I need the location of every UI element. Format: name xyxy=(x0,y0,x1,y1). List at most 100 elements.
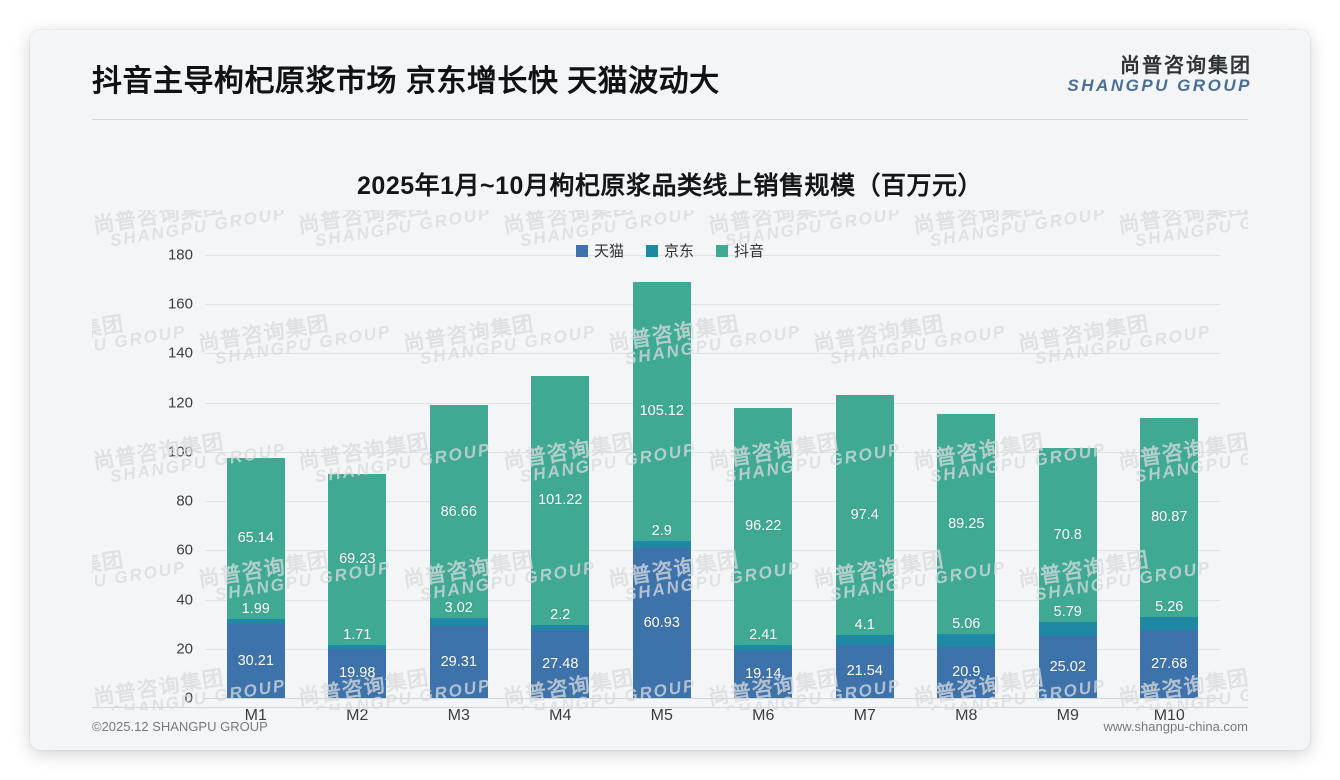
bar-segment-京东-M10[interactable]: 5.26 xyxy=(1140,600,1199,630)
bar-segment-天猫-M6[interactable]: 19.14 xyxy=(734,650,793,698)
bar-segment-天猫-M1[interactable]: 30.21 xyxy=(226,623,285,698)
y-axis-tick-label: 20 xyxy=(176,640,193,658)
bar-value-label: 96.22 xyxy=(745,518,782,535)
footer-website: www.shangpu-china.com xyxy=(1103,719,1248,734)
legend-swatch-icon xyxy=(645,244,658,257)
bar-segment-京东-M2[interactable]: 1.71 xyxy=(328,628,387,649)
bar-stack-M4[interactable]: 101.22 2.2 27.48 xyxy=(531,375,590,698)
bar-segment-京东-M6[interactable]: 2.41 xyxy=(734,628,793,651)
legend-label: 京东 xyxy=(663,243,694,260)
chart-plot-area: 0 20 40 60 80 100 120 140 160 180 65.14 1.99 30.21 M1… xyxy=(168,247,1220,724)
bar-segment-抖音-M6[interactable]: 96.22 xyxy=(734,408,793,645)
gridline xyxy=(205,599,1220,601)
watermark-chinese-text: 尚普咨询集团 xyxy=(911,210,1046,238)
legend-swatch-icon xyxy=(716,244,728,257)
legend-item-京东[interactable]: 京东 xyxy=(645,240,694,261)
watermark-chinese-text: 尚普咨询集团 xyxy=(92,210,226,238)
bar-value-label: 2.2 xyxy=(550,606,571,623)
legend-item-抖音[interactable]: 抖音 xyxy=(716,240,764,261)
bar-value-label: 70.8 xyxy=(1053,526,1082,543)
bar-stack-M2[interactable]: 69.23 1.71 19.98 xyxy=(328,474,387,698)
x-axis-tick-label: M10 xyxy=(1153,707,1185,724)
bar-segment-抖音-M10[interactable]: 80.87 xyxy=(1140,417,1199,617)
bar-segment-京东-M8[interactable]: 5.06 xyxy=(937,617,996,647)
header-divider xyxy=(92,119,1248,120)
bar-segment-抖音-M5[interactable]: 105.12 xyxy=(632,282,691,541)
bar-value-label: 97.4 xyxy=(850,506,879,523)
bar-segment-抖音-M8[interactable]: 89.25 xyxy=(937,414,996,635)
bar-segment-京东-M7[interactable]: 4.1 xyxy=(835,618,894,645)
bar-segment-天猫-M5[interactable]: 60.93 xyxy=(632,548,691,698)
bar-segment-抖音-M1[interactable]: 65.14 xyxy=(226,458,285,619)
bar-segment-天猫-M9[interactable]: 25.02 xyxy=(1038,636,1097,698)
bar-segment-京东-M5[interactable]: 2.9 xyxy=(632,524,691,549)
x-axis-tick-label: M7 xyxy=(853,707,876,724)
bar-stack-M6[interactable]: 96.22 2.41 19.14 xyxy=(734,408,793,698)
bar-stack-M5[interactable]: 105.12 2.9 60.93 xyxy=(632,282,691,698)
bar-segment-抖音-M7[interactable]: 97.4 xyxy=(835,395,894,635)
bar-stack-M10[interactable]: 80.87 5.26 27.68 xyxy=(1140,417,1199,698)
bar-segment-天猫-M7[interactable]: 21.54 xyxy=(835,645,894,698)
y-axis-tick-label: 180 xyxy=(167,246,193,264)
bar-value-label: 80.87 xyxy=(1151,509,1188,526)
bar-segment-天猫-M3[interactable]: 29.31 xyxy=(429,625,488,698)
gridline xyxy=(205,304,1220,306)
bar-stack-M1[interactable]: 65.14 1.99 30.21 xyxy=(226,458,285,698)
gridline xyxy=(205,451,1220,453)
bar-segment-天猫-M2[interactable]: 19.98 xyxy=(328,648,387,698)
x-axis-tick-label: M2 xyxy=(346,707,369,724)
bar-segment-抖音-M3[interactable]: 86.66 xyxy=(429,405,488,619)
legend-item-天猫[interactable]: 天猫 xyxy=(575,240,624,261)
bar-value-label: 19.14 xyxy=(745,666,782,683)
x-axis-tick-label: M5 xyxy=(650,707,673,724)
slide-header: 抖音主导枸杞原浆市场 京东增长快 天猫波动大 尚普咨询集团 SHANGPU GR… xyxy=(30,30,1310,120)
bar-value-label: 101.22 xyxy=(538,492,583,509)
slide-canvas: 抖音主导枸杞原浆市场 京东增长快 天猫波动大 尚普咨询集团 SHANGPU GR… xyxy=(30,30,1310,750)
legend-label: 天猫 xyxy=(593,243,624,260)
bar-value-label: 89.25 xyxy=(948,516,985,533)
bar-stack-M9[interactable]: 70.8 5.79 25.02 xyxy=(1038,447,1097,698)
bar-value-label: 2.41 xyxy=(749,626,778,643)
bar-segment-京东-M9[interactable]: 5.79 xyxy=(1038,605,1097,637)
bar-segment-天猫-M4[interactable]: 27.48 xyxy=(531,630,590,698)
bar-segment-抖音-M9[interactable]: 70.8 xyxy=(1038,447,1097,623)
bar-stack-M3[interactable]: 86.66 3.02 29.31 xyxy=(429,405,488,698)
bar-segment-京东-M3[interactable]: 3.02 xyxy=(429,601,488,626)
y-axis-tick-label: 80 xyxy=(176,492,193,510)
legend-label: 抖音 xyxy=(734,243,765,260)
x-axis-tick-label: M3 xyxy=(447,707,470,724)
bar-value-label: 69.23 xyxy=(339,551,376,568)
y-axis-tick-label: 120 xyxy=(167,394,193,412)
watermark-chinese-text: 尚普咨询集团 xyxy=(1116,210,1248,238)
gridline xyxy=(205,353,1220,355)
bar-value-label: 4.1 xyxy=(854,616,875,633)
gridline xyxy=(205,255,1220,256)
bar-value-label: 2.9 xyxy=(651,522,672,539)
bar-segment-天猫-M10[interactable]: 27.68 xyxy=(1140,629,1199,698)
bar-segment-京东-M1[interactable]: 1.99 xyxy=(226,602,285,624)
bar-value-label: 3.02 xyxy=(444,600,473,617)
bar-segment-抖音-M2[interactable]: 69.23 xyxy=(328,474,387,645)
footer-divider xyxy=(92,707,1248,708)
bar-stack-M7[interactable]: 97.4 4.1 21.54 xyxy=(835,395,894,698)
bar-segment-天猫-M8[interactable]: 20.9 xyxy=(937,646,996,698)
watermark-chinese-text: 尚普咨询集团 xyxy=(296,210,431,238)
bar-segment-京东-M4[interactable]: 2.2 xyxy=(531,608,590,631)
legend-swatch-icon xyxy=(575,244,588,257)
gridline xyxy=(205,402,1220,404)
bar-stack-M8[interactable]: 89.25 5.06 20.9 xyxy=(937,414,996,698)
chart-legend: 天猫 京东 抖音 xyxy=(30,240,1310,261)
bar-value-label: 5.26 xyxy=(1155,598,1184,615)
x-axis-tick-label: M8 xyxy=(955,707,978,724)
bar-value-label: 27.48 xyxy=(542,655,579,672)
logo-chinese-text: 尚普咨询集团 xyxy=(1120,55,1252,77)
bar-segment-抖音-M4[interactable]: 101.22 xyxy=(531,375,590,625)
x-axis-tick-label: M1 xyxy=(244,707,267,724)
page-title: 抖音主导枸杞原浆市场 京东增长快 天猫波动大 xyxy=(92,65,720,98)
y-axis-tick-label: 160 xyxy=(167,295,193,313)
footer-copyright: ©2025.12 SHANGPU GROUP xyxy=(92,719,268,734)
company-logo: 尚普咨询集团 SHANGPU GROUP xyxy=(1067,56,1252,95)
y-axis-tick-label: 0 xyxy=(184,689,193,707)
gridline xyxy=(205,648,1220,650)
bar-value-label: 25.02 xyxy=(1049,658,1086,675)
